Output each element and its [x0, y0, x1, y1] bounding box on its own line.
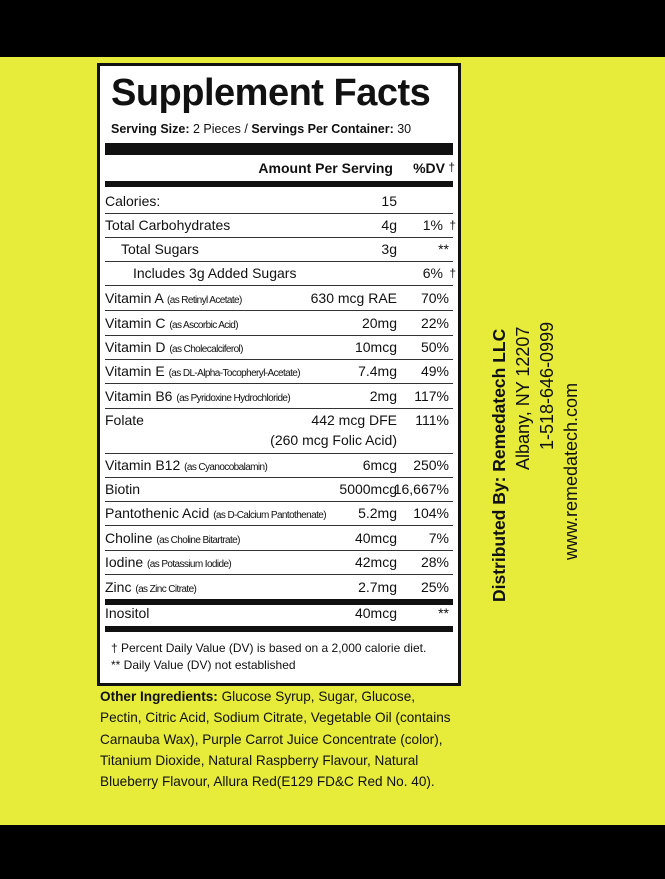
nutrient-name: Iodine (as Potassium Iodide) [105, 554, 232, 570]
nutrient-amount: 5000mcg [339, 481, 397, 497]
nutrient-row: Folate 442 mcg DFE 111% (260 mcg Folic Acid… [105, 408, 453, 454]
nutrient-amount: 10mcg [354, 339, 397, 355]
nutrient-amount: 5.2mg [358, 505, 397, 521]
nutrient-subnote: (260 mcg Folic Acid) [270, 432, 397, 448]
nutrient-dv: ** [438, 241, 449, 257]
nutrient-row: Calories: 15 [105, 189, 453, 214]
nutrient-row: Iodine (as Potassium Iodide) 42mcg 28% [105, 550, 453, 575]
nutrient-name: Inositol [105, 605, 150, 621]
nutrient-name: Vitamin A (as Retinyl Acetate) [105, 290, 242, 306]
nutrient-dv: 250% [413, 457, 449, 473]
dagger-mark: † [449, 218, 456, 232]
panel-title: Supplement Facts [111, 72, 431, 114]
nutrient-dv: 25% [420, 579, 449, 595]
divider-thick [105, 626, 453, 632]
nutrient-amount: 442 mcg DFE [311, 412, 397, 428]
nutrient-amount: 2mg [369, 388, 397, 404]
nutrient-dv: 6% [422, 265, 443, 281]
nutrient-name: Folate [105, 412, 144, 428]
nutrient-name: Vitamin C (as Ascorbic Acid) [105, 315, 239, 331]
nutrient-dv: 104% [413, 505, 449, 521]
nutrient-source: (as Ascorbic Acid) [169, 320, 239, 331]
nutrient-amount: 630 mcg RAE [310, 290, 397, 306]
nutrient-dv: 22% [420, 315, 449, 331]
nutrient-amount: 20mg [361, 315, 397, 331]
nutrient-amount: 7.4mg [358, 363, 397, 379]
nutrient-name: Total Sugars [121, 241, 199, 257]
divider-thick [105, 599, 453, 605]
nutrient-amount: 42mcg [354, 554, 397, 570]
nutrient-row: Vitamin C (as Ascorbic Acid) 20mg 22% [105, 311, 453, 336]
nutrient-source: (as Potassium Iodide) [147, 559, 232, 570]
footnotes: † Percent Daily Value (DV) is based on a… [111, 641, 427, 672]
distributor-line: Distributed By: Remedatech LLC [489, 328, 509, 602]
divider-thick [105, 143, 453, 155]
supplement-facts-panel: Supplement Facts Serving Size: 2 Pieces … [97, 63, 461, 686]
nutrient-name: Calories: [105, 193, 161, 209]
nutrient-dv: 111% [415, 412, 449, 428]
nutrient-amount: 40mcg [354, 605, 397, 621]
nutrient-row: Vitamin A (as Retinyl Acetate) 630 mcg RA… [105, 286, 453, 311]
nutrient-row: Zinc (as Zinc Citrate) 2.7mg 25% [105, 575, 453, 599]
nutrient-name: Zinc (as Zinc Citrate) [105, 579, 197, 595]
nutrient-dv: 49% [420, 363, 449, 379]
nutrient-row: Inositol 40mcg ** [105, 601, 453, 625]
nutrient-dv: 70% [420, 290, 449, 306]
nutrient-name: Vitamin D (as Cholecalciferol) [105, 339, 244, 355]
nutrient-row: Choline (as Choline Bitartrate) 40mcg 7% [105, 526, 453, 551]
other-ingredients: Other Ingredients: Glucose Syrup, Sugar,… [100, 689, 451, 790]
bottom-black-band [0, 825, 665, 879]
serving-info: Serving Size: 2 Pieces / Servings Per Co… [111, 122, 412, 136]
nutrient-source: (as D-Calcium Pantothenate) [213, 510, 326, 521]
nutrient-name: Pantothenic Acid (as D-Calcium Pantothen… [105, 505, 327, 521]
distributor-address: Albany, NY 12207 [513, 326, 533, 470]
nutrient-name: Vitamin E (as DL-Alpha-Tocopheryl-Acetat… [105, 363, 301, 379]
distributor-phone: 1-518-646-0999 [537, 321, 557, 450]
nutrient-row: Vitamin B6 (as Pyridoxine Hydrochloride)… [105, 384, 453, 409]
nutrient-source: (as DL-Alpha-Tocopheryl-Acetate) [168, 368, 301, 379]
nutrient-dv: 1% [422, 217, 443, 233]
nutrient-dv: 7% [428, 530, 449, 546]
nutrient-dv: 16,667% [393, 481, 449, 497]
dagger-mark: † [449, 266, 456, 280]
nutrient-source: (as Pyridoxine Hydrochloride) [176, 393, 291, 404]
nutrient-name: Vitamin B12 (as Cyanocobalamin) [105, 457, 268, 473]
nutrient-amount: 4g [381, 217, 397, 233]
nutrient-dv: 117% [414, 388, 449, 404]
nutrient-source: (as Cholecalciferol) [169, 344, 243, 355]
nutrient-name: Vitamin B6 (as Pyridoxine Hydrochloride) [105, 388, 291, 404]
nutrient-row: Vitamin E (as DL-Alpha-Tocopheryl-Acetat… [105, 359, 453, 384]
nutrient-amount: 15 [381, 193, 397, 209]
nutrient-amount: 3g [381, 241, 397, 257]
nutrient-amount: 40mcg [354, 530, 397, 546]
nutrient-amount: 2.7mg [358, 579, 397, 595]
divider-thick [105, 181, 453, 187]
nutrient-name: Biotin [105, 481, 141, 497]
nutrient-source: (as Choline Bitartrate) [156, 535, 240, 546]
nutrient-name: Includes 3g Added Sugars [133, 265, 297, 281]
nutrient-row: Biotin 5000mcg 16,667% [105, 477, 453, 502]
nutrient-source: (as Cyanocobalamin) [184, 462, 268, 473]
nutrient-row: Total Sugars 3g ** [105, 237, 453, 262]
top-black-band [0, 0, 665, 57]
nutrient-source: (as Retinyl Acetate) [167, 295, 242, 306]
nutrient-row: Includes 3g Added Sugars 6% † [105, 261, 456, 286]
nutrient-row: Total Carbohydrates 4g 1% † [105, 213, 456, 238]
nutrient-row: Vitamin B12 (as Cyanocobalamin) 6mcg 250% [105, 453, 453, 478]
nutrient-name: Choline (as Choline Bitartrate) [105, 530, 240, 546]
nutrient-dv: ** [438, 605, 449, 621]
nutrient-name: Total Carbohydrates [105, 217, 231, 233]
nutrient-source: (as Zinc Citrate) [135, 584, 197, 595]
nutrient-row: Pantothenic Acid (as D-Calcium Pantothen… [105, 501, 453, 526]
nutrient-row: Vitamin D (as Cholecalciferol) 10mcg 50% [105, 335, 453, 360]
nutrient-dv: 50% [420, 339, 449, 355]
distributor-website: www.remedatech.com [561, 382, 581, 560]
nutrient-amount: 6mcg [362, 457, 397, 473]
nutrient-dv: 28% [420, 554, 449, 570]
